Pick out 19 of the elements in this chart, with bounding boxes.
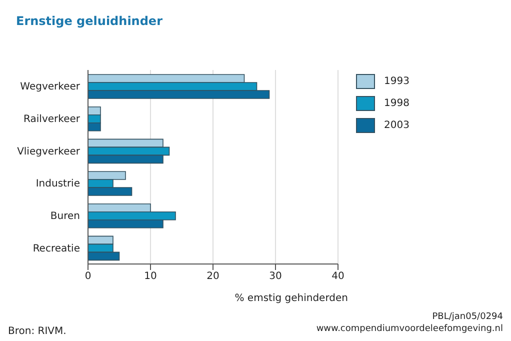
text: PBL/jan05/0294	[432, 312, 503, 322]
legend-label: 2003	[384, 120, 410, 131]
y-tick-label: Buren	[50, 211, 80, 222]
x-tick-label: 40	[332, 271, 344, 282]
x-tick-label: 30	[269, 271, 282, 282]
text: Bron: RIVM.	[8, 326, 66, 337]
chart-title: Ernstige geluidhinder	[16, 14, 162, 28]
y-tick-label: Industrie	[36, 178, 80, 190]
y-tick-label: Railverkeer	[24, 114, 81, 126]
y-tick-label: Recreatie	[32, 243, 80, 254]
x-tick-label: 20	[206, 271, 220, 282]
x-tick-label: 0	[84, 271, 92, 282]
y-tick-label: Wegverkeer	[20, 82, 81, 93]
y-tick-label: Vliegverkeer	[17, 146, 81, 158]
text: www.compendiumvoordeleefomgeving.nl	[316, 324, 503, 334]
legend-label: 1998	[384, 98, 410, 109]
legend-label: 1993	[384, 76, 410, 87]
x-axis-title: % emstig gehinderden	[234, 293, 348, 304]
x-tick-label: 10	[144, 271, 157, 282]
